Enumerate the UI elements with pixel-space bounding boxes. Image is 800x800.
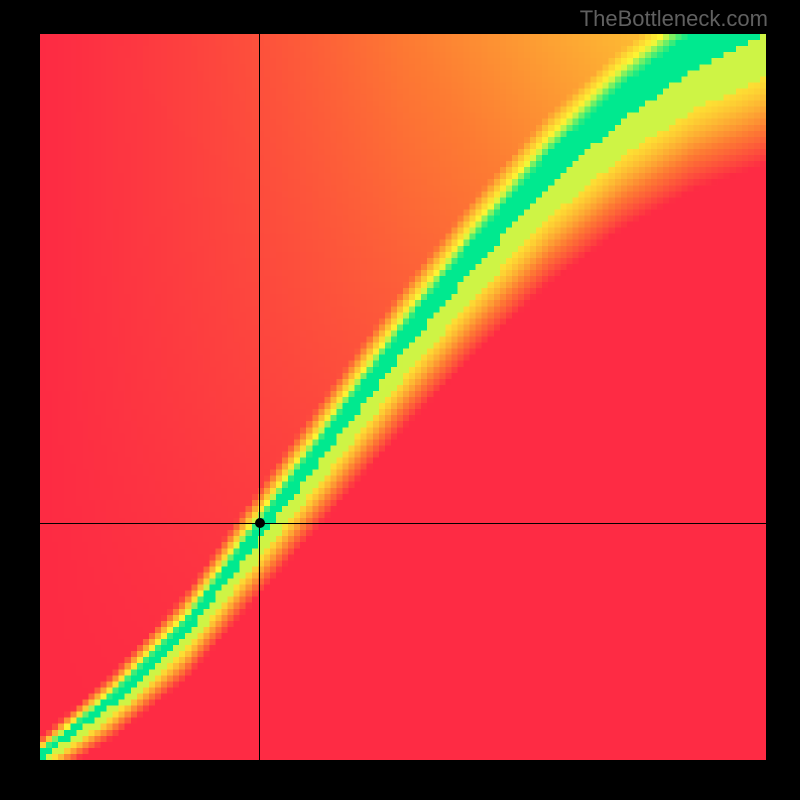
crosshair-horizontal [40,523,766,524]
watermark-text: TheBottleneck.com [580,6,768,32]
crosshair-vertical [259,34,260,760]
chart-container: TheBottleneck.com [0,0,800,800]
bottleneck-heatmap [40,34,766,760]
